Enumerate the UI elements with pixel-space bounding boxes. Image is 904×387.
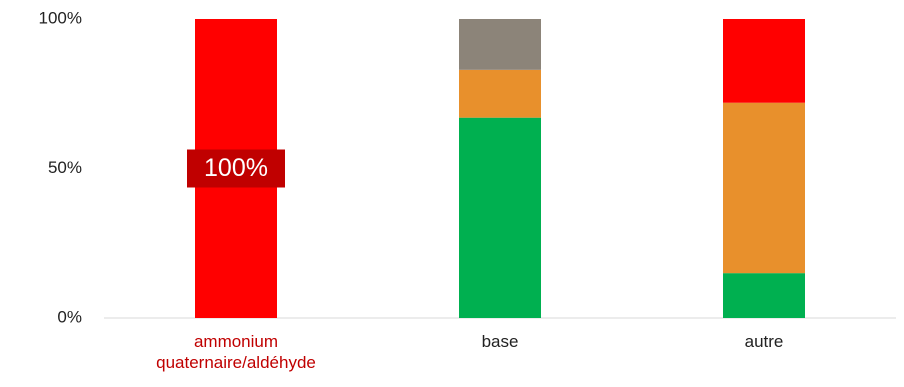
bar-segment xyxy=(459,117,541,318)
y-tick-label: 0% xyxy=(57,307,82,326)
bar-segment xyxy=(723,102,805,274)
x-tick-label: autre xyxy=(744,332,784,351)
x-tick-label: ammonium quaternaire/aldéhyde xyxy=(156,332,316,372)
bar-segment xyxy=(459,19,541,70)
y-tick-label: 50% xyxy=(48,158,82,177)
bar-segment xyxy=(723,273,805,318)
bar-segment xyxy=(723,19,805,103)
data-label: 100% xyxy=(204,154,268,182)
y-tick-label: 100% xyxy=(39,8,82,27)
bar-segment xyxy=(459,69,541,118)
data-label-box xyxy=(187,149,285,188)
x-tick-label: base xyxy=(481,332,519,351)
